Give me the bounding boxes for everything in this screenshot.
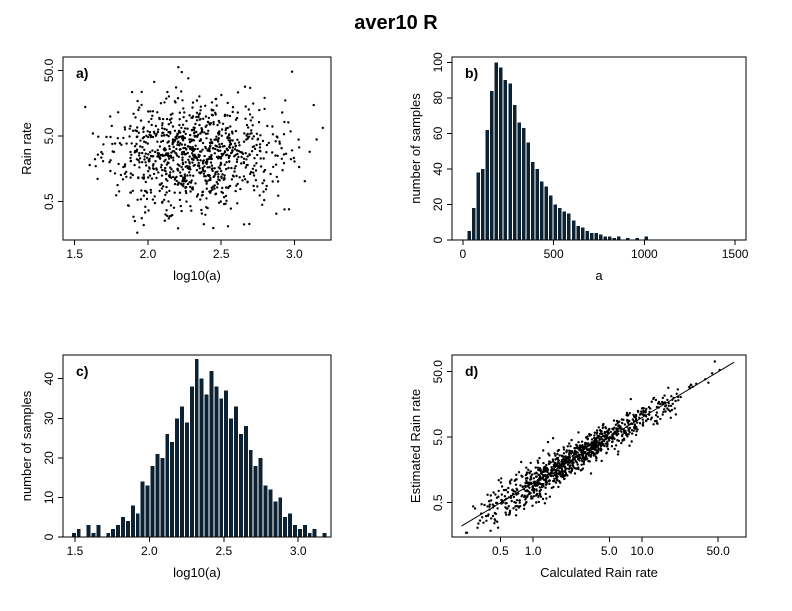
- panel-b: 0 500 1000 1500 0 20 40 60 80 100 a number of sampl…: [408, 52, 749, 283]
- panel-c: 1.5 2.0 2.5 3.0 0 10 20 30 40 log10(a) number of s…: [19, 354, 332, 580]
- y-axis-label: Rain rate: [19, 122, 34, 175]
- y-tick-label: 50.0: [431, 360, 445, 384]
- y-tick-label: 50.0: [42, 58, 56, 82]
- x-tick-label: 2.5: [213, 247, 230, 261]
- plot-box: [62, 354, 332, 538]
- y-tick-label: 20: [42, 451, 56, 465]
- y-tick-label: 40: [42, 372, 56, 386]
- y-axis: 0 20 40 60 80 100: [431, 52, 452, 243]
- panel-letter: b): [465, 65, 478, 81]
- x-tick-label: 1500: [722, 247, 749, 261]
- panel-a: 1.5 2.0 2.5 3.0 0.5 5.0 50.0 log10(a) Rain rate a…: [19, 56, 332, 283]
- panel-letter: a): [76, 65, 88, 81]
- x-tick-label: 50.0: [707, 544, 731, 558]
- panel-d: 0.5 1.0 5.0 10.0 50.0 0.5 5.0 50.0 Calculated Ra…: [408, 354, 747, 580]
- x-tick-label: 5.0: [601, 544, 618, 558]
- x-axis-label: log10(a): [173, 565, 221, 580]
- y-tick-label: 100: [431, 52, 445, 72]
- y-tick-label: 0.5: [42, 193, 56, 210]
- y-axis: 0.5 5.0 50.0: [431, 360, 452, 511]
- y-tick-label: 40: [431, 162, 445, 176]
- y-tick-label: 60: [431, 126, 445, 140]
- y-tick-label: 0: [431, 236, 445, 243]
- y-tick-label: 5.0: [431, 429, 445, 446]
- y-tick-label: 30: [42, 411, 56, 425]
- x-axis-label: log10(a): [173, 268, 221, 283]
- x-axis: 1.5 2.0 2.5 3.0: [66, 240, 303, 261]
- x-tick-label: 3.0: [286, 247, 303, 261]
- histogram-bars: [71, 359, 327, 537]
- panel-letter: c): [76, 363, 88, 379]
- x-tick-label: 1.5: [67, 544, 84, 558]
- y-tick-label: 80: [431, 91, 445, 105]
- y-axis-label: number of samples: [19, 390, 34, 501]
- x-tick-label: 0.5: [492, 544, 509, 558]
- y-tick-label: 20: [431, 197, 445, 211]
- y-axis-label: Estimated Rain rate: [408, 389, 423, 503]
- x-tick-label: 500: [544, 247, 564, 261]
- y-axis: 0.5 5.0 50.0: [42, 58, 63, 210]
- x-tick-label: 2.5: [215, 544, 232, 558]
- x-axis: 0.5 1.0 5.0 10.0 50.0: [492, 537, 730, 558]
- scatter-points: [84, 66, 324, 234]
- x-tick-label: 10.0: [630, 544, 654, 558]
- x-tick-label: 0: [460, 247, 467, 261]
- y-tick-label: 10: [42, 490, 56, 504]
- x-tick-label: 1.0: [525, 544, 542, 558]
- plot-box: [62, 56, 332, 241]
- panel-letter: d): [465, 363, 478, 379]
- x-axis-label: Calculated Rain rate: [540, 565, 658, 580]
- histogram-bars: [467, 62, 648, 240]
- x-tick-label: 2.0: [140, 247, 157, 261]
- one-to-one-line: [461, 361, 735, 527]
- x-tick-label: 2.0: [141, 544, 158, 558]
- x-tick-label: 1000: [631, 247, 658, 261]
- x-tick-label: 1.5: [66, 247, 83, 261]
- y-tick-label: 0: [42, 533, 56, 540]
- figure-title: aver10 R: [354, 12, 438, 34]
- y-axis-label: number of samples: [408, 93, 423, 204]
- x-tick-label: 3.0: [290, 544, 307, 558]
- x-axis: 1.5 2.0 2.5 3.0: [67, 537, 307, 558]
- x-axis-label: a: [595, 268, 603, 283]
- plot-box: [451, 354, 747, 538]
- x-axis: 0 500 1000 1500: [460, 240, 749, 261]
- y-tick-label: 0.5: [431, 494, 445, 511]
- plot-box: [451, 56, 747, 241]
- y-tick-label: 5.0: [42, 127, 56, 144]
- y-axis: 0 10 20 30 40: [42, 372, 63, 540]
